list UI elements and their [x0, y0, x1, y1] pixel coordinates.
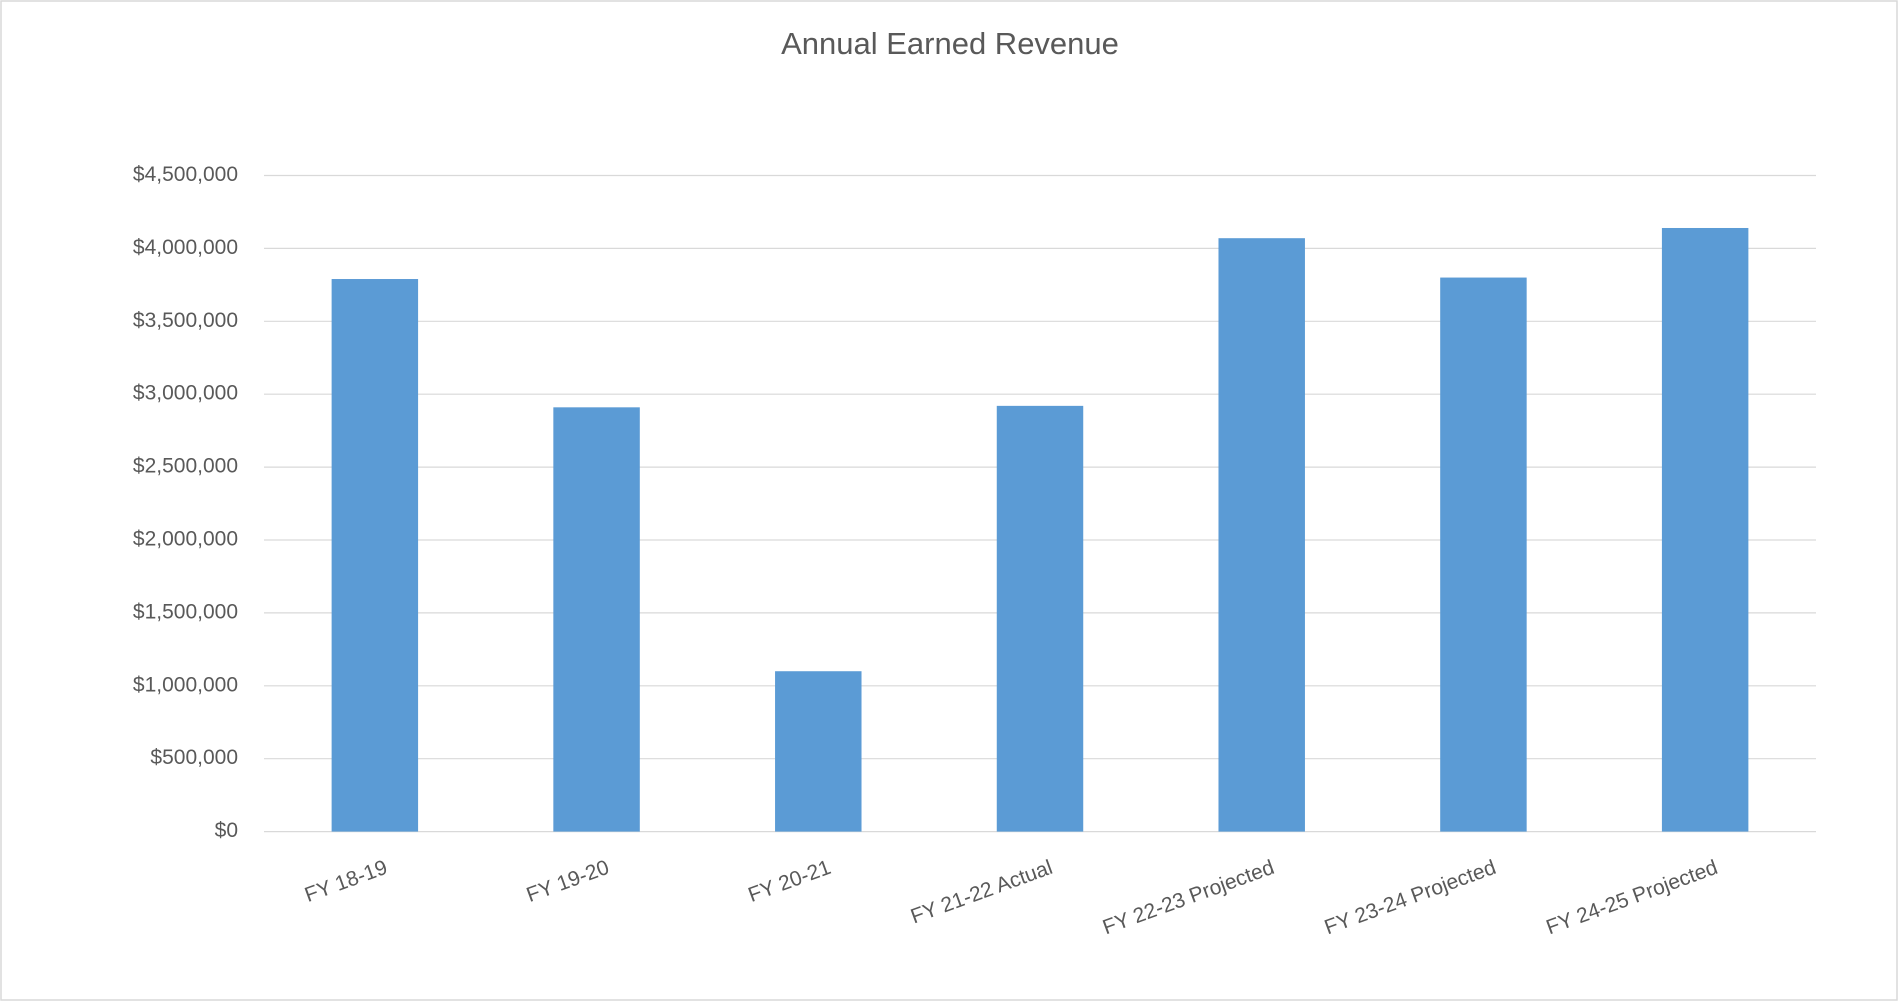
- y-tick-label: $4,000,000: [133, 236, 238, 259]
- bar: [996, 405, 1084, 832]
- bar: [1440, 277, 1527, 832]
- bar: [1661, 227, 1749, 832]
- bar: [775, 671, 862, 832]
- bar: [553, 407, 640, 832]
- y-tick-label: $1,000,000: [133, 673, 238, 696]
- y-tick-label: $3,000,000: [133, 382, 238, 405]
- chart-title: Annual Earned Revenue: [781, 26, 1119, 61]
- y-tick-label: $500,000: [150, 746, 238, 769]
- bar: [331, 279, 419, 832]
- y-tick-label: $4,500,000: [133, 163, 238, 186]
- y-tick-label: $2,000,000: [133, 528, 238, 551]
- y-tick-label: $2,500,000: [133, 455, 238, 478]
- y-tick-label: $0: [215, 819, 238, 842]
- y-tick-label: $1,500,000: [133, 600, 238, 623]
- y-tick-label: $3,500,000: [133, 309, 238, 332]
- bar: [1218, 238, 1305, 832]
